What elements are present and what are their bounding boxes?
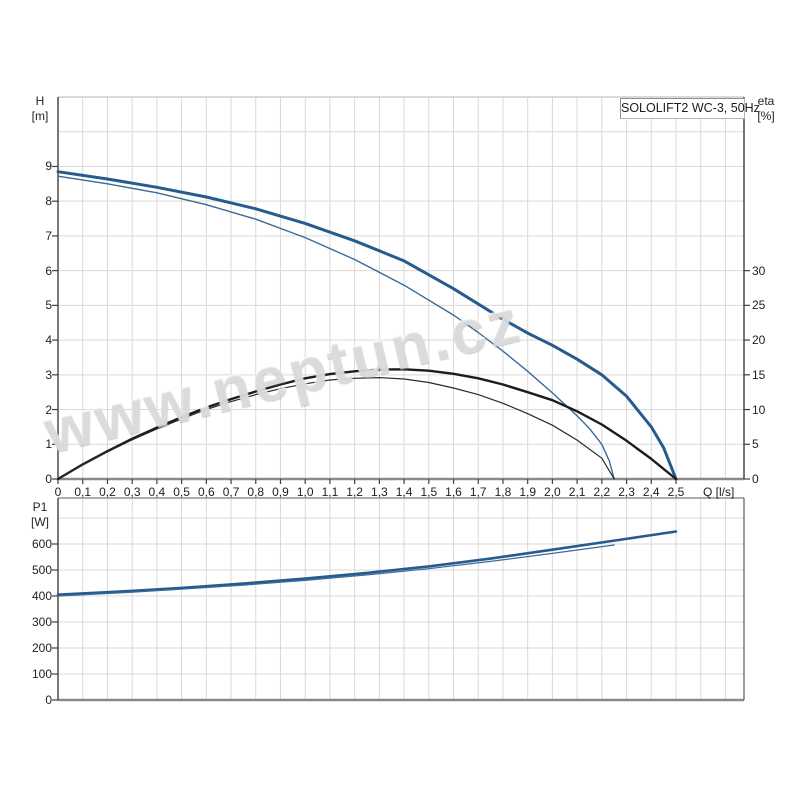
y-axis-unit-head: H [m]	[22, 94, 58, 124]
curve-eta-2	[56, 368, 678, 481]
curve-eta-3	[57, 377, 615, 480]
y-axis-unit-power: P1 [W]	[22, 500, 58, 530]
chart-title-box: SOLOLIFT2 WC-3, 50Hz	[620, 98, 760, 119]
curve-power-0	[56, 530, 678, 596]
y-axis-unit-power-unit: [W]	[31, 515, 49, 529]
curve-head-0	[56, 170, 678, 481]
y-axis-unit-eta-unit: [%]	[757, 109, 775, 123]
curve-head-1	[57, 175, 615, 480]
curve-power-1	[57, 544, 615, 597]
y-axis-unit-head-symbol: H	[35, 94, 45, 108]
chart-title: SOLOLIFT2 WC-3, 50Hz	[621, 101, 760, 115]
y-axis-unit-eta-symbol: eta	[757, 94, 775, 108]
y-axis-unit-eta: eta [%]	[748, 94, 784, 124]
x-axis-unit-flow: Q [l/s]	[703, 485, 735, 499]
y-axis-unit-head-unit: [m]	[31, 109, 49, 123]
y-axis-unit-power-symbol: P1	[32, 500, 48, 514]
